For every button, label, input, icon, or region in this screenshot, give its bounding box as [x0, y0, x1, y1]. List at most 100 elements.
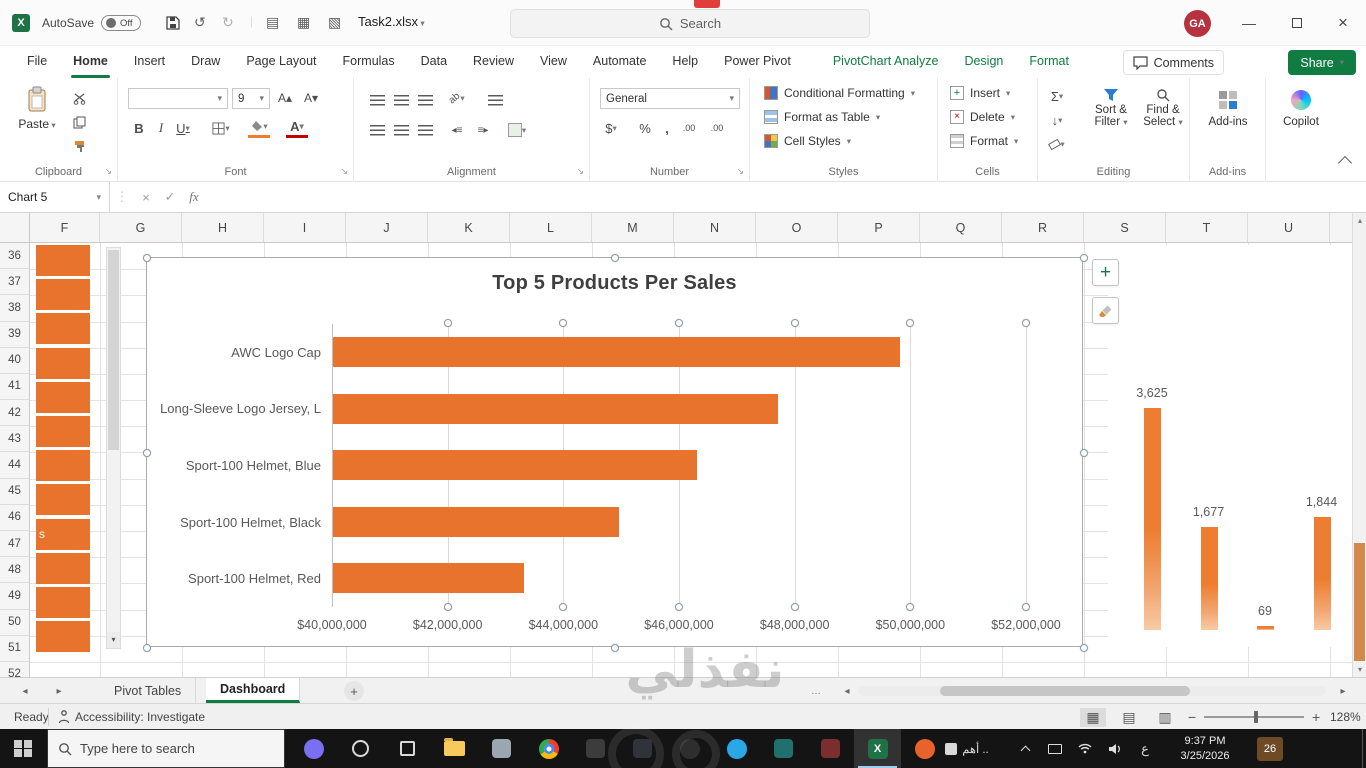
- taskbar-file-explorer-icon[interactable]: [431, 729, 478, 768]
- copy-icon[interactable]: [68, 112, 90, 132]
- chart-bar[interactable]: [333, 563, 524, 594]
- fx-icon[interactable]: fx: [189, 189, 199, 204]
- ribbon-tab-page-layout[interactable]: Page Layout: [246, 54, 317, 68]
- align-bottom-icon[interactable]: [414, 90, 436, 110]
- mini-chart-bar[interactable]: [1257, 625, 1274, 630]
- taskbar-app-icon[interactable]: [572, 729, 619, 768]
- paste-button[interactable]: Paste: [14, 86, 60, 131]
- background-chart-bar[interactable]: [36, 621, 90, 653]
- mini-chart-bar[interactable]: [1313, 517, 1331, 630]
- gridline-selection-handle[interactable]: [1022, 319, 1030, 327]
- row-header-51[interactable]: 51: [0, 635, 30, 662]
- decrease-font-icon[interactable]: A▾: [303, 91, 319, 105]
- taskbar-search-box[interactable]: Type here to search: [47, 729, 285, 768]
- chart-gridline[interactable]: [910, 324, 912, 607]
- row-header-37[interactable]: 37: [0, 269, 30, 296]
- taskbar-chrome-icon[interactable]: [525, 729, 572, 768]
- borders-icon[interactable]: [210, 118, 232, 138]
- chart-gridline[interactable]: [794, 324, 796, 607]
- maximize-button[interactable]: [1274, 0, 1320, 46]
- row-header-49[interactable]: 49: [0, 583, 30, 610]
- font-dialog-launcher[interactable]: ↘: [340, 166, 348, 176]
- ribbon-tab-design[interactable]: Design: [964, 54, 1004, 68]
- align-left-icon[interactable]: [366, 120, 388, 140]
- insert-cells-button[interactable]: + Insert: [950, 86, 1010, 100]
- sort-filter-button[interactable]: Sort & Filter: [1086, 86, 1136, 128]
- share-button[interactable]: Share: [1288, 50, 1356, 75]
- conditional-formatting-button[interactable]: Conditional Formatting: [764, 86, 915, 100]
- save-icon[interactable]: [165, 15, 181, 31]
- zoom-out-button[interactable]: −: [1188, 709, 1197, 725]
- search-box[interactable]: Search: [510, 9, 870, 38]
- chart-category-label[interactable]: AWC Logo Cap: [231, 344, 321, 360]
- ribbon-tab-automate[interactable]: Automate: [592, 54, 647, 68]
- collapse-ribbon-icon[interactable]: [1337, 155, 1353, 171]
- comma-style-icon[interactable]: ,: [665, 120, 669, 136]
- row-header-36[interactable]: 36: [0, 243, 30, 270]
- chart-bar[interactable]: [333, 337, 900, 367]
- chart-selection-handle[interactable]: [143, 644, 151, 652]
- background-chart-bar[interactable]: [36, 381, 90, 413]
- column-header-I[interactable]: I: [264, 213, 346, 242]
- taskbar-app-icon[interactable]: [901, 729, 948, 768]
- ribbon-tab-draw[interactable]: Draw: [191, 54, 221, 68]
- taskbar-cortana-icon[interactable]: [337, 729, 384, 768]
- row-header-39[interactable]: 39: [0, 321, 30, 348]
- qat-icon-1[interactable]: ▤: [266, 14, 280, 30]
- find-select-button[interactable]: Find & Select: [1138, 86, 1188, 128]
- select-all-corner[interactable]: [0, 213, 30, 242]
- merge-center-icon[interactable]: [506, 120, 528, 140]
- ribbon-tab-formulas[interactable]: Formulas: [342, 54, 395, 68]
- taskbar-app-icon[interactable]: [619, 729, 666, 768]
- font-color-icon[interactable]: A: [286, 118, 308, 138]
- zoom-in-button[interactable]: +: [1312, 709, 1321, 725]
- taskbar-excel-icon[interactable]: X: [854, 729, 901, 768]
- column-header-L[interactable]: L: [510, 213, 592, 242]
- minimize-button[interactable]: —: [1242, 15, 1256, 31]
- background-chart-bar[interactable]: s: [36, 518, 90, 550]
- scrollbar-thumb[interactable]: [108, 250, 119, 450]
- background-chart-bar[interactable]: [36, 416, 90, 447]
- formula-input[interactable]: [206, 182, 1366, 212]
- zoom-level[interactable]: 128%: [1330, 710, 1361, 724]
- taskbar-app-icon[interactable]: [666, 729, 713, 768]
- chart-styles-button[interactable]: [1092, 297, 1119, 324]
- ribbon-tab-power-pivot[interactable]: Power Pivot: [724, 54, 791, 68]
- start-button[interactable]: [0, 729, 46, 768]
- row-header-43[interactable]: 43: [0, 426, 30, 453]
- gridline-selection-handle[interactable]: [559, 603, 568, 611]
- row-header-42[interactable]: 42: [0, 400, 30, 427]
- gridline-selection-handle[interactable]: [443, 319, 452, 327]
- gridline-selection-handle[interactable]: [906, 603, 915, 611]
- enter-icon[interactable]: ✓: [164, 189, 176, 204]
- chart-category-label[interactable]: Sport-100 Helmet, Blue: [185, 457, 321, 473]
- scroll-down-icon[interactable]: ▾: [107, 632, 120, 648]
- row-header-45[interactable]: 45: [0, 478, 30, 505]
- background-chart-bar[interactable]: [36, 347, 90, 379]
- row-header-38[interactable]: 38: [0, 295, 30, 322]
- increase-indent-icon[interactable]: ≡▸: [477, 124, 489, 136]
- mini-chart-bar[interactable]: [1144, 408, 1161, 630]
- show-hidden-icons-icon[interactable]: [1012, 729, 1038, 768]
- row-header-47[interactable]: 47: [0, 530, 30, 558]
- background-chart-bar[interactable]: [36, 552, 90, 584]
- chart-selection-handle[interactable]: [611, 254, 619, 262]
- italic-button[interactable]: I: [158, 120, 164, 135]
- taskbar-app-icon[interactable]: [478, 729, 525, 768]
- fill-icon[interactable]: ↓: [1046, 110, 1068, 130]
- zoom-slider-thumb[interactable]: [1254, 711, 1258, 723]
- chart-selection-handle[interactable]: [1080, 254, 1088, 262]
- document-title[interactable]: Task2.xlsx: [358, 14, 425, 29]
- chart-partial-right[interactable]: 3,625 1,677 69 1,844: [1108, 245, 1352, 647]
- currency-icon[interactable]: $: [600, 118, 622, 138]
- ribbon-tab-view[interactable]: View: [540, 54, 567, 68]
- row-header-48[interactable]: 48: [0, 557, 30, 584]
- vertical-scrollbar[interactable]: ▴ ▾: [1352, 213, 1366, 677]
- bold-button[interactable]: B: [134, 120, 144, 136]
- scroll-down-icon[interactable]: ▾: [1357, 665, 1362, 674]
- ribbon-tab-data[interactable]: Data: [420, 54, 448, 68]
- accessibility-status[interactable]: Accessibility: Investigate: [58, 710, 205, 724]
- chart-bar[interactable]: [333, 393, 779, 424]
- background-chart-bar[interactable]: [36, 587, 90, 618]
- align-top-icon[interactable]: [366, 90, 388, 110]
